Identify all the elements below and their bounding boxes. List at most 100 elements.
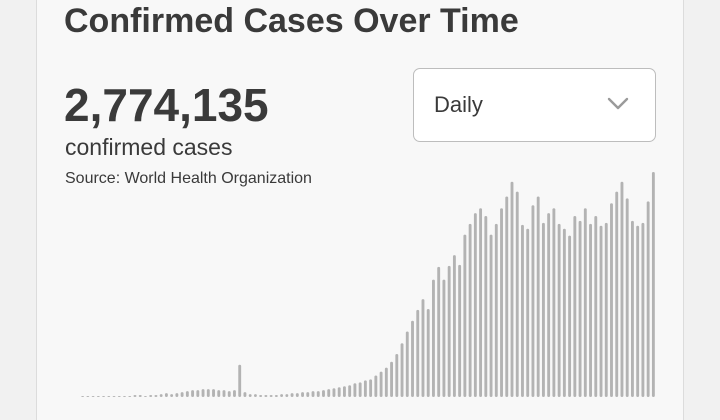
chart-bar — [201, 389, 205, 397]
chart-bar — [526, 228, 530, 397]
chart-bar — [536, 196, 540, 397]
chart-bar — [343, 386, 346, 397]
chart-bar — [316, 391, 320, 397]
chart-bar — [379, 371, 383, 397]
chart-bar — [651, 172, 655, 397]
chart-bar — [390, 361, 393, 397]
chart-bar — [646, 201, 650, 397]
chart-bar — [458, 264, 462, 397]
chart-bar — [583, 208, 587, 397]
chart-bar — [405, 331, 409, 397]
chart-bar — [641, 222, 645, 397]
chart-bar — [547, 213, 551, 397]
chart-bar — [452, 255, 456, 397]
chart-bar — [217, 390, 221, 397]
chart-bar — [280, 394, 284, 397]
chart-bar — [81, 396, 85, 397]
chart-bar — [253, 394, 257, 397]
chart-bar — [353, 383, 357, 397]
chart-bar — [86, 396, 90, 397]
chart-bar — [332, 388, 336, 397]
chart-bar — [479, 208, 483, 397]
chart-bar — [269, 395, 273, 397]
page-title: Confirmed Cases Over Time — [64, 2, 519, 40]
chart-bar — [337, 387, 341, 397]
total-cases-count: 2,774,135 — [64, 79, 269, 131]
chart-bar — [500, 208, 503, 397]
chart-bar — [138, 395, 142, 397]
chart-bar — [222, 390, 226, 397]
chart-bar — [411, 320, 414, 397]
chart-bar — [311, 391, 315, 397]
chart-bar — [400, 343, 404, 397]
chart-bar — [416, 309, 420, 397]
interval-dropdown-value: Daily — [434, 92, 483, 117]
chart-bar — [180, 392, 184, 397]
chart-bar — [531, 205, 535, 397]
chart-bar — [374, 375, 378, 397]
chart-bar — [515, 191, 519, 397]
chart-bar — [573, 216, 577, 397]
chart-bar — [170, 394, 174, 397]
chart-bar — [264, 395, 268, 397]
chart-bar — [442, 279, 446, 397]
chart-bar — [185, 391, 189, 397]
chart-bar — [395, 353, 399, 397]
chart-bar — [557, 223, 561, 397]
chart-bar — [91, 396, 95, 397]
source-attribution: Source: World Health Organization — [65, 170, 312, 187]
chart-bar — [212, 389, 215, 397]
interval-dropdown[interactable]: Daily — [413, 68, 656, 142]
chart-bar — [494, 223, 498, 397]
chart-bar — [552, 208, 556, 397]
chart-bar — [384, 367, 388, 397]
chart-bar — [369, 379, 373, 397]
chart-bar — [327, 389, 331, 397]
total-cases-label: confirmed cases — [65, 134, 233, 160]
chart-bar — [484, 216, 488, 397]
chart-bar — [295, 393, 299, 397]
chart-bar — [274, 395, 278, 397]
chart-bar — [128, 396, 132, 397]
chart-bar — [468, 223, 472, 397]
chart-bar — [233, 390, 236, 397]
chart-bar — [159, 394, 163, 397]
chart-bar — [248, 394, 252, 397]
chart-bar — [620, 181, 624, 397]
chart-bar — [631, 220, 634, 397]
chart-bar — [123, 396, 126, 397]
chart-bar — [290, 393, 294, 397]
chart-bar — [426, 308, 430, 397]
chart-bar — [154, 395, 158, 397]
chart-bar — [489, 234, 493, 397]
chart-bar — [505, 196, 509, 397]
chart-bar — [594, 216, 598, 397]
chart-bar — [306, 392, 310, 397]
chart-bar — [615, 191, 619, 397]
chart-bar — [447, 265, 451, 397]
chart-bar — [112, 396, 116, 397]
chart-bar — [463, 234, 467, 397]
chart-bar — [196, 390, 200, 397]
chart-bar — [604, 222, 608, 397]
chart-bar — [175, 393, 179, 397]
chart-bar — [322, 390, 325, 397]
chart-bar — [541, 222, 545, 397]
chart-bar — [610, 203, 613, 397]
chart-bar — [578, 220, 582, 397]
chart-bar — [625, 198, 629, 397]
chart-bar — [238, 364, 242, 397]
chevron-down-icon — [607, 97, 629, 110]
chart-bar — [117, 396, 121, 397]
daily-cases-bar-chart — [81, 172, 655, 397]
chart-bar — [348, 385, 352, 397]
chart-bar — [589, 223, 592, 397]
chart-bar — [437, 266, 441, 397]
chart-bar — [227, 391, 231, 397]
chart-bar — [164, 393, 168, 397]
chart-bar — [636, 225, 640, 397]
chart-bar — [144, 396, 147, 397]
chart-bar — [206, 389, 210, 397]
chart-bar — [191, 390, 195, 397]
chart-bar — [510, 181, 514, 397]
